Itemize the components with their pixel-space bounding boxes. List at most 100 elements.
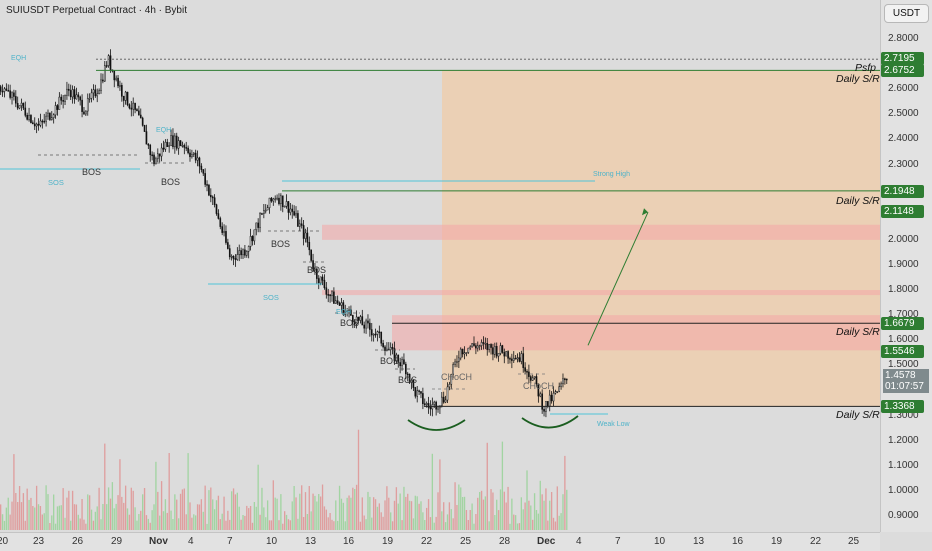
candle-body: [13, 92, 15, 97]
candle-body: [5, 88, 8, 91]
bottom-arc-1: [407, 419, 466, 431]
volume-bar: [431, 453, 434, 530]
price-tick: 1.3000: [888, 409, 919, 421]
volume-bar: [79, 518, 81, 530]
candle-body: [60, 96, 63, 101]
time-label: 4: [576, 536, 582, 547]
volume-bar: [408, 500, 411, 530]
volume-bar: [174, 494, 176, 530]
volume-bar: [335, 500, 337, 530]
volume-bar: [331, 519, 333, 530]
candle-body: [43, 120, 46, 123]
volume-bar: [251, 522, 254, 530]
candle-body: [204, 173, 206, 185]
price-scale[interactable]: [880, 0, 932, 532]
choch-label-1: CHoCH: [441, 372, 473, 382]
projection-arrowhead: [642, 208, 648, 216]
volume-bar: [369, 496, 371, 530]
volume-bar: [70, 520, 72, 530]
volume-bar: [401, 520, 403, 530]
candle-body: [486, 343, 489, 350]
candle-body: [264, 209, 267, 212]
volume-bar: [342, 502, 345, 530]
volume-bar: [230, 491, 233, 530]
candle-body: [476, 345, 479, 349]
candle-body: [529, 376, 532, 381]
current-price-tag: 1.4578 01:07:57: [883, 369, 929, 393]
volume-bar: [416, 496, 418, 530]
candle-body: [219, 218, 222, 227]
bos-label-7: BOS: [398, 375, 418, 385]
volume-bar: [501, 441, 504, 530]
candle-body: [117, 77, 119, 87]
volume-bar: [225, 520, 227, 530]
candle-body: [208, 184, 210, 196]
volume-bar: [467, 520, 469, 530]
volume-bar: [388, 497, 390, 530]
volume-bar: [191, 517, 193, 530]
volume-bar: [18, 486, 21, 530]
volume-bar: [503, 491, 505, 530]
volume-bar: [246, 505, 248, 530]
currency-button[interactable]: USDT: [884, 4, 929, 23]
volume-bar: [318, 494, 320, 530]
candle-body: [327, 294, 330, 296]
volume-bar: [3, 520, 6, 530]
time-label: Dec: [537, 536, 556, 547]
candle-body: [172, 135, 174, 148]
candle-body: [132, 102, 135, 110]
candle-body: [352, 315, 354, 323]
candle-body: [200, 165, 203, 170]
candle-body: [393, 348, 396, 362]
candle-body: [289, 208, 292, 213]
candle-body: [382, 342, 384, 348]
volume-bar: [541, 494, 543, 530]
candle-body: [295, 213, 297, 216]
candle-body: [446, 386, 449, 401]
volume-bar: [272, 480, 274, 530]
volume-bar: [477, 497, 479, 530]
volume-bar: [17, 502, 19, 530]
candle-body: [54, 105, 57, 116]
candle-body: [32, 122, 34, 125]
candle-body: [359, 316, 362, 321]
candle-body: [73, 89, 76, 100]
volume-bar: [395, 487, 398, 530]
candle-body: [24, 107, 27, 116]
candle-body: [459, 348, 462, 359]
candle-body: [107, 55, 110, 66]
volume-bar: [206, 523, 208, 530]
volume-bar: [147, 518, 150, 530]
time-label: 13: [305, 536, 317, 547]
volume-bar: [496, 499, 498, 530]
time-label: Nov: [149, 536, 168, 547]
time-axis[interactable]: [0, 532, 880, 551]
candle-body: [361, 316, 364, 326]
chart-canvas[interactable]: [0, 0, 880, 532]
candle-body: [374, 333, 377, 336]
volume-bar: [545, 488, 547, 530]
volume-bar: [486, 442, 488, 530]
volume-bar: [554, 521, 557, 530]
candle-body: [274, 198, 277, 201]
daily-sr-label-1: Daily S/R: [836, 73, 880, 85]
time-label: 22: [421, 536, 433, 547]
candle-body: [98, 90, 100, 95]
volume-bar: [176, 499, 178, 530]
volume-bar: [516, 523, 519, 530]
volume-bar: [352, 487, 354, 530]
volume-bar: [87, 494, 89, 530]
volume-bar: [238, 506, 240, 530]
candle-body: [333, 291, 335, 304]
volume-bar: [386, 486, 388, 530]
volume-bar: [390, 512, 392, 530]
candle-body: [440, 396, 443, 406]
candle-body: [528, 371, 530, 377]
candle-body: [11, 92, 13, 98]
candle-body: [541, 393, 543, 410]
candle-body: [488, 344, 490, 350]
candle-body: [245, 251, 248, 256]
candle-body: [482, 342, 485, 344]
candle-body: [552, 392, 555, 402]
